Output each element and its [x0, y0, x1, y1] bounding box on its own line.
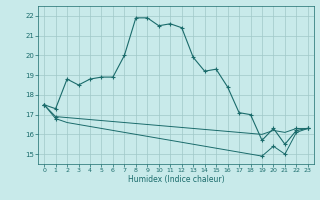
X-axis label: Humidex (Indice chaleur): Humidex (Indice chaleur) — [128, 175, 224, 184]
